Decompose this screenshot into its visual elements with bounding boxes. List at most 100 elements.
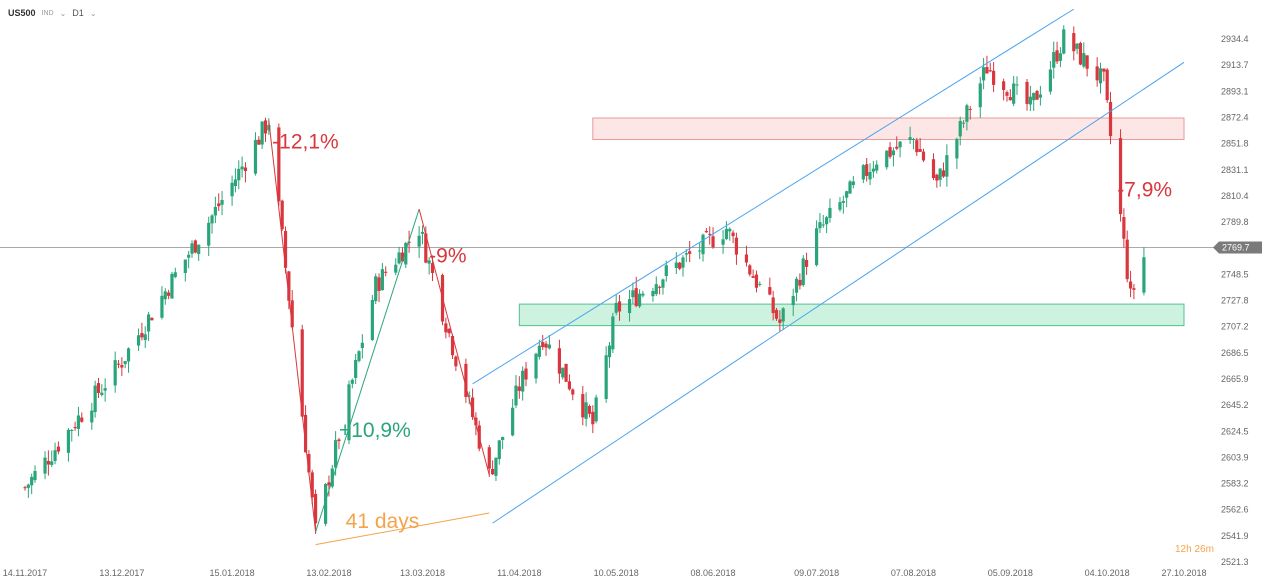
- y-tick-label: 2603.9: [1221, 452, 1249, 462]
- candle-body: [324, 483, 328, 524]
- candle-body: [955, 138, 959, 159]
- candle-body: [524, 368, 528, 380]
- support-zone: [518, 303, 1185, 327]
- candle-body: [143, 334, 147, 341]
- candle-body: [918, 149, 922, 152]
- candle-body: [1055, 50, 1059, 62]
- candle-body: [190, 243, 194, 254]
- candle-body: [985, 67, 989, 74]
- timeframe-label[interactable]: D1: [72, 8, 84, 18]
- candle-body: [851, 181, 855, 186]
- candle-body: [56, 446, 61, 452]
- candle-body: [1048, 69, 1052, 92]
- candle-body: [721, 239, 725, 245]
- candle-body: [701, 234, 705, 255]
- candle-body: [1105, 69, 1109, 101]
- candle-body: [310, 472, 314, 498]
- candle-body: [768, 287, 772, 295]
- candle-body: [941, 170, 946, 177]
- candle-body: [604, 355, 608, 399]
- y-tick-label: 2851.8: [1221, 139, 1249, 149]
- candle-body: [103, 388, 107, 391]
- chart-header: US500 IND ⌄ D1 ⌄: [8, 8, 97, 18]
- candle-body: [965, 105, 969, 122]
- candle-body: [571, 389, 575, 395]
- candle-body: [140, 332, 144, 338]
- candle-body: [1028, 96, 1032, 105]
- candle-body: [33, 470, 37, 481]
- y-tick-label: 2686.5: [1221, 348, 1249, 358]
- candle-body: [1132, 288, 1136, 290]
- annotation-label: 41 days: [346, 510, 420, 533]
- candle-body: [627, 299, 632, 314]
- candle-body: [678, 262, 682, 269]
- candle-body: [798, 279, 802, 286]
- candle-body: [313, 493, 318, 524]
- candle-body: [417, 235, 421, 247]
- candle-body: [1062, 29, 1066, 54]
- x-tick-label: 09.07.2018: [794, 568, 839, 578]
- candle-body: [377, 277, 381, 291]
- candle-body: [774, 309, 779, 319]
- y-tick-label: 2624.5: [1221, 426, 1249, 436]
- annotation-label: +10,9%: [339, 419, 411, 442]
- candle-body: [454, 356, 458, 367]
- candle-body: [1108, 101, 1113, 137]
- candle-body: [167, 292, 171, 296]
- candle-body: [501, 436, 505, 440]
- annotation-label: -7,9%: [1117, 178, 1172, 201]
- candle-body: [357, 351, 361, 361]
- candle-body: [354, 359, 358, 378]
- candle-body: [931, 159, 936, 179]
- chevron-down-icon[interactable]: ⌄: [59, 8, 67, 18]
- candle-body: [547, 344, 551, 349]
- x-tick-label: 10.05.2018: [594, 568, 639, 578]
- candle-body: [240, 166, 244, 170]
- candle-body: [845, 191, 849, 198]
- candle-body: [444, 323, 448, 333]
- candle-body: [885, 150, 889, 168]
- x-tick-label: 27.10.2018: [1161, 568, 1206, 578]
- candle-body: [958, 120, 962, 137]
- candle-body: [80, 417, 84, 422]
- candle-body: [330, 468, 334, 487]
- candle-body: [1098, 68, 1103, 84]
- candle-body: [220, 200, 224, 205]
- symbol-label[interactable]: US500: [8, 8, 36, 18]
- candle-body: [450, 336, 455, 356]
- candle-body: [865, 164, 869, 176]
- candle-body: [992, 70, 996, 85]
- candle-body: [981, 67, 986, 81]
- candle-body: [146, 314, 151, 332]
- y-tick-label: 2727.8: [1221, 296, 1249, 306]
- candle-body: [818, 222, 822, 229]
- candle-body: [136, 335, 141, 346]
- candle-body: [397, 252, 401, 264]
- candle-body: [728, 228, 732, 232]
- candle-body: [838, 202, 842, 210]
- candle-body: [163, 291, 167, 300]
- candle-body: [260, 121, 264, 145]
- candle-body: [511, 407, 515, 436]
- candle-body: [53, 450, 57, 462]
- candle-body: [150, 317, 154, 321]
- candle-body: [113, 360, 117, 386]
- y-tick-label: 2789.8: [1221, 217, 1249, 227]
- channel-upper-line: [472, 8, 1075, 385]
- candle-body: [160, 295, 164, 318]
- chevron-down-icon[interactable]: ⌄: [89, 8, 97, 18]
- y-tick-label: 2707.2: [1221, 322, 1249, 332]
- candle-body: [1012, 83, 1016, 104]
- candle-body: [370, 299, 374, 341]
- candle-body: [350, 379, 354, 384]
- candle-body: [384, 271, 388, 273]
- candle-body: [751, 276, 755, 278]
- candle-body: [116, 363, 121, 365]
- candle-body: [698, 250, 702, 252]
- candle-body: [908, 137, 912, 140]
- candle-body: [651, 291, 655, 297]
- candle-body: [1118, 138, 1123, 215]
- candle-body: [1102, 68, 1106, 72]
- candle-body: [253, 139, 258, 174]
